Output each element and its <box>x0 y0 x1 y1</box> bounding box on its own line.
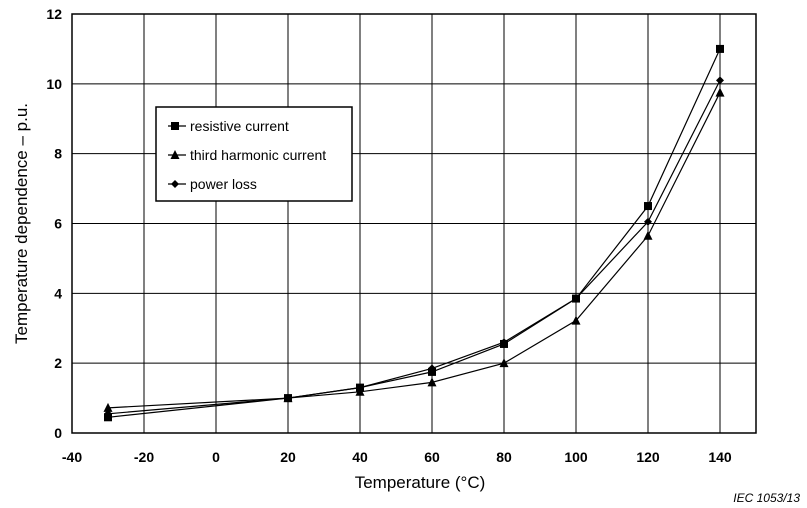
y-tick-label: 4 <box>54 285 62 301</box>
series-line <box>107 92 721 409</box>
x-tick-label: 80 <box>496 449 512 465</box>
data-point <box>427 377 437 387</box>
legend-marker <box>171 122 179 130</box>
legend-label: third harmonic current <box>190 147 326 163</box>
data-point <box>643 230 653 240</box>
x-tick-label: -40 <box>62 449 82 465</box>
grid <box>71 13 756 434</box>
x-tick-label: -20 <box>134 449 154 465</box>
data-point <box>571 315 581 325</box>
legend-box <box>155 106 353 202</box>
y-tick-label: 2 <box>54 355 62 371</box>
data-point <box>644 217 652 226</box>
legend-marker <box>171 180 179 188</box>
series-3 <box>104 76 724 418</box>
series-line <box>107 48 721 418</box>
data-point <box>716 76 724 85</box>
legend-label: resistive current <box>190 118 289 134</box>
series-line <box>107 80 721 415</box>
x-tick-label: 60 <box>424 449 440 465</box>
x-tick-label: 40 <box>352 449 368 465</box>
x-tick-label: 100 <box>564 449 588 465</box>
series-1 <box>104 44 724 422</box>
x-tick-label: 20 <box>280 449 296 465</box>
y-tick-label: 8 <box>54 146 62 162</box>
legend-label: power loss <box>190 176 257 192</box>
data-point <box>428 364 436 373</box>
plot-frame <box>71 13 757 434</box>
x-axis: -40 -20 0 20 40 60 80 100 120 140 <box>62 449 732 465</box>
legend: resistive current third harmonic current p… <box>155 106 353 202</box>
data-point <box>284 394 292 403</box>
x-axis-title: Temperature (°C) <box>355 473 486 492</box>
x-tick-label: 140 <box>708 449 732 465</box>
y-tick-label: 12 <box>46 6 62 22</box>
legend-item: resistive current <box>168 118 289 134</box>
data-point <box>104 409 112 418</box>
data-point <box>644 202 652 211</box>
y-tick-label: 6 <box>54 216 62 232</box>
data-point <box>499 358 509 368</box>
reference-label: IEC 1053/13 <box>733 491 800 505</box>
legend-item: power loss <box>168 176 257 192</box>
data-point <box>500 338 508 347</box>
y-axis: 0 2 4 6 8 10 12 <box>46 6 62 441</box>
y-tick-label: 10 <box>46 76 62 92</box>
series-layer <box>103 44 725 422</box>
data-point <box>572 294 580 303</box>
x-tick-label: 0 <box>212 449 220 465</box>
data-point <box>716 44 724 53</box>
legend-marker <box>170 150 180 159</box>
data-point <box>103 402 113 412</box>
y-tick-label: 0 <box>54 425 62 441</box>
x-tick-label: 120 <box>636 449 660 465</box>
data-point <box>356 383 364 392</box>
data-point <box>715 87 725 97</box>
y-axis-title: Temperature dependence – p.u. <box>12 103 31 344</box>
legend-item: third harmonic current <box>168 147 326 163</box>
